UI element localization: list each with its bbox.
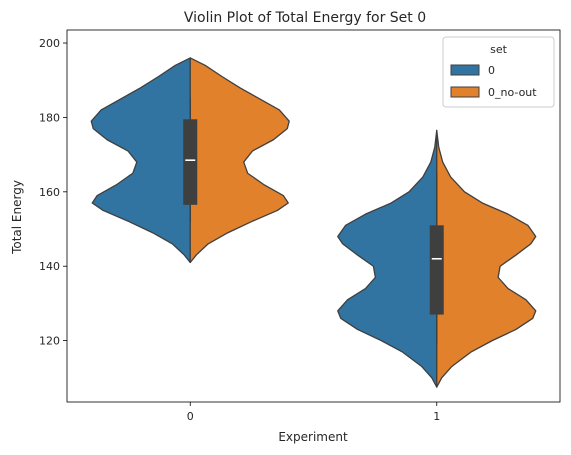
legend-label-1: 0_no-out — [488, 86, 537, 99]
y-axis-label: Total Energy — [10, 180, 24, 255]
y-tick-label: 160 — [39, 186, 60, 199]
y-tick-label: 200 — [39, 37, 60, 50]
y-tick-label: 120 — [39, 335, 60, 348]
violin-1-left-half — [337, 129, 438, 388]
violin-1-box — [429, 225, 444, 315]
legend: set 0 0_no-out — [442, 36, 555, 108]
violin-1-right-half — [436, 129, 537, 388]
y-tick-label: 180 — [39, 111, 60, 124]
violin-0-box — [183, 119, 198, 205]
legend-swatch-0 — [450, 64, 480, 76]
chart-title: Violin Plot of Total Energy for Set 0 — [184, 10, 426, 26]
violin-0-left-half — [90, 57, 191, 264]
violin-0-right-half — [189, 57, 290, 264]
plot-frame — [66, 29, 561, 403]
legend-title: set — [490, 43, 507, 56]
violins — [90, 57, 537, 388]
legend-swatch-1 — [450, 86, 480, 98]
y-tick-label: 140 — [39, 260, 60, 273]
x-axis-label: Experiment — [278, 430, 348, 444]
legend-label-0: 0 — [488, 64, 495, 77]
x-tick-label: 1 — [433, 410, 440, 423]
x-tick-label: 0 — [187, 410, 194, 423]
axes: 120 140 160 180 200 0 1 — [39, 29, 561, 423]
